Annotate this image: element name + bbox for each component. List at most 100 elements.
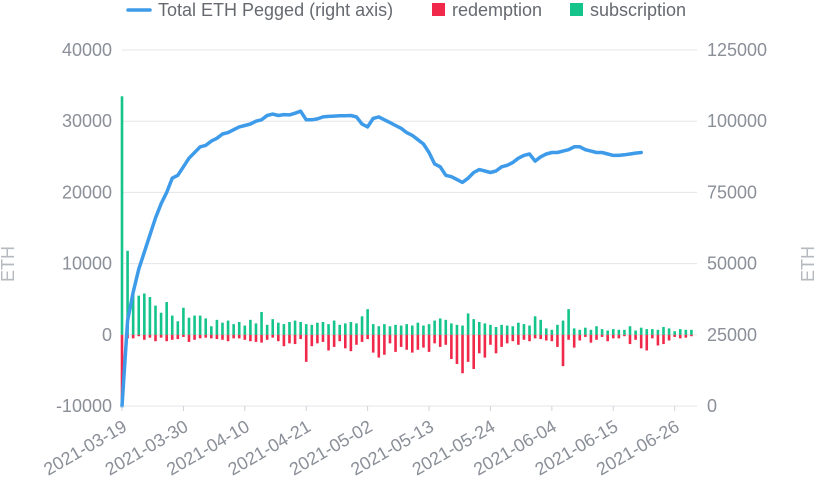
subscription-bar [628, 326, 632, 335]
total-pegged-line [120, 109, 643, 408]
grid-lines [122, 49, 697, 407]
redemption-bar [589, 334, 593, 343]
left-tick-label: 0 [102, 325, 112, 345]
redemption-bar [584, 334, 587, 337]
subscription-bar [349, 321, 353, 335]
redemption-bar [349, 334, 353, 352]
redemption-bar [678, 334, 682, 339]
redemption-bar [572, 334, 576, 348]
redemption-bar [399, 334, 403, 347]
redemption-bar [500, 334, 503, 347]
redemption-bar [254, 334, 258, 342]
subscription-bar [410, 325, 414, 335]
legend-item-total[interactable]: Total ETH Pegged (right axis) [126, 0, 393, 20]
subscription-bar [623, 329, 626, 335]
legend-label: redemption [452, 0, 542, 20]
subscription-bar [433, 320, 436, 335]
subscription-bar [288, 321, 291, 335]
subscription-bar [684, 329, 688, 335]
redemption-bar [332, 334, 336, 347]
legend-item-subscription[interactable]: subscription [570, 0, 686, 20]
redemption-bar [611, 334, 615, 339]
redemption-bar [511, 334, 515, 342]
subscription-bar [126, 250, 129, 335]
subscription-bar [461, 325, 464, 335]
subscription-bar [316, 322, 319, 335]
subscription-bar [550, 329, 554, 335]
redemption-bar [639, 334, 643, 349]
redemption-bar [198, 334, 202, 339]
redemption-bar [550, 334, 554, 342]
redemption-bar [561, 334, 565, 367]
redemption-bar [656, 334, 660, 346]
redemption-bar [410, 334, 414, 353]
subscription-bar [277, 322, 280, 335]
subscription-bar [422, 325, 425, 335]
redemption-bar [438, 334, 442, 347]
redemption-bar [176, 334, 180, 340]
subscription-bar [165, 302, 168, 335]
subscription-bar [656, 329, 660, 335]
subscription-bar [210, 326, 213, 335]
subscription-bar [344, 323, 347, 335]
subscription-bar [371, 324, 375, 335]
right-tick-label: 50000 [707, 254, 757, 274]
subscription-bar [617, 329, 621, 335]
total-pegged-line-layer [120, 109, 643, 408]
legend-item-redemption[interactable]: redemption [432, 0, 542, 20]
subscription-bar [221, 322, 224, 335]
right-tick-label: 125000 [707, 40, 767, 60]
redemption-bar [143, 334, 146, 340]
subscription-bar [154, 305, 157, 335]
left-tick-label: 30000 [62, 111, 112, 131]
redemption-bar [539, 334, 542, 340]
subscription-bar [366, 309, 369, 335]
subscription-bar [561, 320, 565, 335]
redemption-bar [433, 334, 436, 344]
subscription-bar [204, 318, 208, 335]
subscription-bar [282, 324, 286, 335]
redemption-bar [371, 334, 375, 353]
subscription-bar [399, 325, 403, 335]
right-tick-label: 25000 [707, 325, 757, 345]
subscription-bar [651, 329, 654, 335]
subscription-bar [304, 324, 308, 335]
redemption-bar [237, 334, 241, 339]
redemption-bar [360, 334, 364, 342]
subscription-bar [466, 313, 470, 335]
redemption-bar [226, 334, 230, 342]
redemption-bar [600, 334, 604, 337]
subscription-bar [148, 297, 152, 335]
subscription-bar [377, 326, 381, 335]
left-axis-ticks: -10000 0 10000 20000 30000 40000 [56, 40, 112, 416]
redemption-bar [628, 334, 632, 345]
legend-label: subscription [590, 0, 686, 20]
redemption-bar [310, 334, 314, 347]
subscription-bar [360, 316, 364, 335]
subscription-bar [388, 326, 392, 335]
redemption-bar [288, 334, 291, 344]
subscription-bar [232, 324, 235, 335]
subscription-bar [505, 325, 509, 335]
redemption-bar [388, 334, 392, 344]
redemption-bar [394, 334, 397, 352]
redemption-bar [556, 334, 559, 347]
redemption-bar [377, 334, 381, 358]
redemption-bar [444, 334, 448, 345]
redemption-bar [148, 334, 152, 338]
redemption-bar [221, 334, 224, 340]
redemption-bar [489, 334, 492, 345]
redemption-bar [567, 334, 570, 340]
subscription-bar [517, 322, 520, 335]
redemption-bar [304, 334, 308, 362]
right-tick-label: 75000 [707, 182, 757, 202]
subscription-bar [606, 330, 609, 335]
subscription-bar [511, 326, 515, 335]
subscription-bar [450, 323, 453, 335]
legend: Total ETH Pegged (right axis) redemption s… [126, 0, 686, 20]
subscription-bar [249, 319, 252, 335]
redemption-bar [461, 334, 464, 374]
redemption-bar [651, 334, 654, 339]
subscription-bar [193, 315, 196, 335]
